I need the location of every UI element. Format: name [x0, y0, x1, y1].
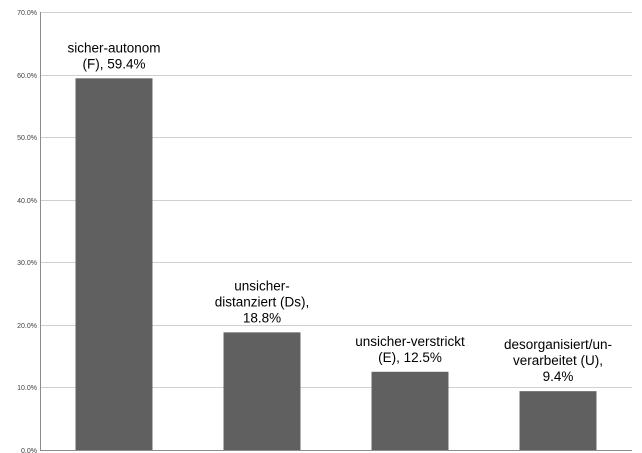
- y-tick-label: 30.0%: [17, 260, 37, 267]
- bars: [75, 78, 597, 450]
- bar: [519, 391, 597, 450]
- bar: [223, 332, 301, 450]
- y-tick-label: 70.0%: [17, 10, 37, 17]
- y-tick-label: 40.0%: [17, 198, 37, 205]
- bar: [75, 78, 153, 450]
- y-tick-label: 50.0%: [17, 135, 37, 142]
- y-axis-ticks: 0.0% 10.0% 20.0% 30.0% 40.0% 50.0% 60.0% 70.0%: [17, 10, 37, 453]
- data-label: unsicher-distanziert (Ds), 18.8%: [215, 278, 310, 325]
- data-labels: sicher-autonom (F), 59.4% unsicher-distanz…: [67, 40, 612, 384]
- y-tick-label: 0.0%: [21, 448, 37, 453]
- data-label: desorganisiert/un-verarbeitet (U), 9.4%: [504, 337, 612, 384]
- y-tick-label: 60.0%: [17, 73, 37, 80]
- data-label: sicher-autonom (F), 59.4%: [67, 40, 160, 71]
- y-tick-label: 20.0%: [17, 323, 37, 330]
- data-label: unsicher-verstrickt (E), 12.5%: [355, 334, 465, 365]
- y-tick-label: 10.0%: [17, 385, 37, 392]
- bar: [371, 371, 449, 450]
